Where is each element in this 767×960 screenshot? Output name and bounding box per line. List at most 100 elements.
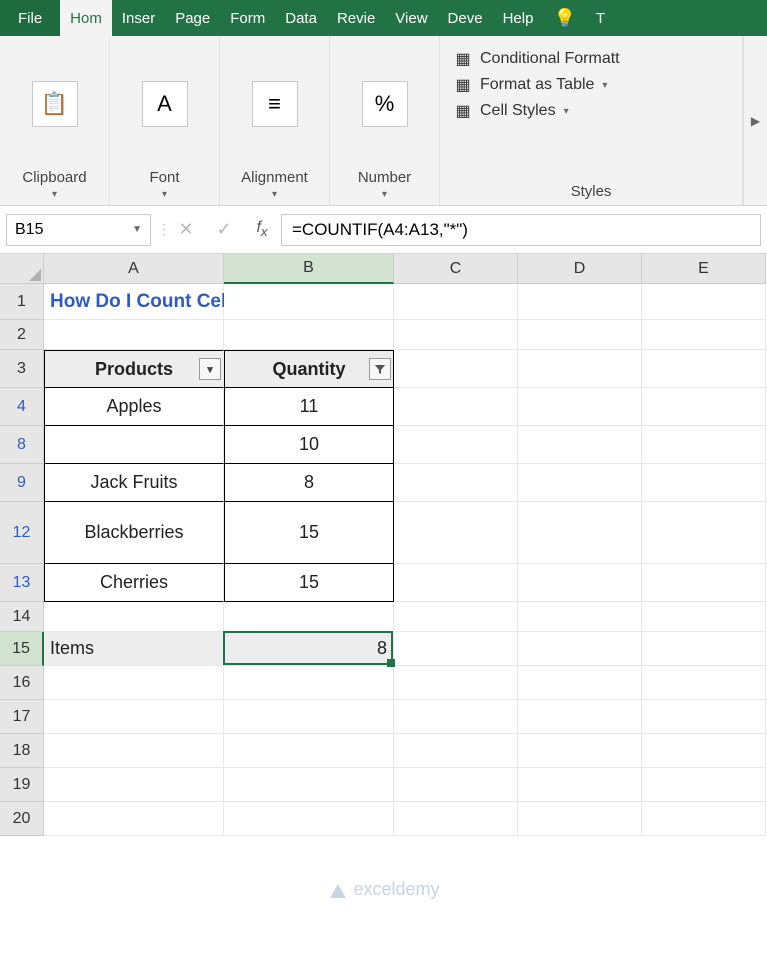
cell-D17[interactable] xyxy=(518,700,642,734)
cell-A17[interactable] xyxy=(44,700,224,734)
row-header-13[interactable]: 13 xyxy=(0,564,44,602)
cell-C15[interactable] xyxy=(394,632,518,666)
row-header-18[interactable]: 18 xyxy=(0,734,44,768)
row-header-17[interactable]: 17 xyxy=(0,700,44,734)
cell-B8[interactable]: 10 xyxy=(224,426,394,464)
cell-B12[interactable]: 15 xyxy=(224,502,394,564)
row-header-19[interactable]: 19 xyxy=(0,768,44,802)
cell-E15[interactable] xyxy=(642,632,766,666)
cell-E8[interactable] xyxy=(642,426,766,464)
cell-C17[interactable] xyxy=(394,700,518,734)
tab-home[interactable]: Hom xyxy=(60,0,112,36)
cell-D13[interactable] xyxy=(518,564,642,602)
cell-C9[interactable] xyxy=(394,464,518,502)
row-header-8[interactable]: 8 xyxy=(0,426,44,464)
cell-A2[interactable] xyxy=(44,320,224,350)
cell-B19[interactable] xyxy=(224,768,394,802)
cell-B15[interactable]: 8 xyxy=(224,632,394,666)
row-header-16[interactable]: 16 xyxy=(0,666,44,700)
cell-styles-button[interactable]: ▦Cell Styles▾ xyxy=(452,98,730,124)
cell-E9[interactable] xyxy=(642,464,766,502)
cell-B3[interactable]: Quantity xyxy=(224,350,394,388)
cell-E3[interactable] xyxy=(642,350,766,388)
cell-B16[interactable] xyxy=(224,666,394,700)
cell-C12[interactable] xyxy=(394,502,518,564)
cell-B2[interactable] xyxy=(224,320,394,350)
tab-data[interactable]: Data xyxy=(275,0,327,36)
cell-B20[interactable] xyxy=(224,802,394,836)
cell-C8[interactable] xyxy=(394,426,518,464)
cell-C20[interactable] xyxy=(394,802,518,836)
cell-A20[interactable] xyxy=(44,802,224,836)
cell-E14[interactable] xyxy=(642,602,766,632)
cell-B18[interactable] xyxy=(224,734,394,768)
cell-A16[interactable] xyxy=(44,666,224,700)
tab-view[interactable]: View xyxy=(385,0,437,36)
cell-C2[interactable] xyxy=(394,320,518,350)
cell-E2[interactable] xyxy=(642,320,766,350)
name-box[interactable]: B15 ▼ xyxy=(6,214,151,246)
cell-A15[interactable]: Items xyxy=(44,632,224,666)
tab-file[interactable]: File xyxy=(0,0,60,36)
format-as-table-button[interactable]: ▦Format as Table▾ xyxy=(452,72,730,98)
conditional-formatt-button[interactable]: ▦Conditional Formatt xyxy=(452,46,730,72)
row-header-20[interactable]: 20 xyxy=(0,802,44,836)
col-header-E[interactable]: E xyxy=(642,254,766,284)
cell-D8[interactable] xyxy=(518,426,642,464)
cell-C1[interactable] xyxy=(394,284,518,320)
cell-C13[interactable] xyxy=(394,564,518,602)
row-header-9[interactable]: 9 xyxy=(0,464,44,502)
tab-help[interactable]: Help xyxy=(493,0,544,36)
cell-E17[interactable] xyxy=(642,700,766,734)
cell-C3[interactable] xyxy=(394,350,518,388)
row-header-1[interactable]: 1 xyxy=(0,284,44,320)
tell-me-bulb-icon[interactable]: 💡 xyxy=(543,0,585,36)
cell-C4[interactable] xyxy=(394,388,518,426)
cell-B17[interactable] xyxy=(224,700,394,734)
tab-review[interactable]: Revie xyxy=(327,0,385,36)
cell-A8[interactable] xyxy=(44,426,224,464)
row-header-14[interactable]: 14 xyxy=(0,602,44,632)
formula-input[interactable]: =COUNTIF(A4:A13,"*") xyxy=(281,214,761,246)
cell-D20[interactable] xyxy=(518,802,642,836)
cell-D4[interactable] xyxy=(518,388,642,426)
cell-A9[interactable]: Jack Fruits xyxy=(44,464,224,502)
filter-funnel-icon[interactable] xyxy=(369,358,391,380)
cell-B1[interactable] xyxy=(224,284,394,320)
cell-A1[interactable]: How Do I Count Cells with Text in Excel xyxy=(44,284,224,320)
cell-C18[interactable] xyxy=(394,734,518,768)
row-header-12[interactable]: 12 xyxy=(0,502,44,564)
cell-A19[interactable] xyxy=(44,768,224,802)
col-header-D[interactable]: D xyxy=(518,254,642,284)
cell-D2[interactable] xyxy=(518,320,642,350)
cell-B14[interactable] xyxy=(224,602,394,632)
row-header-2[interactable]: 2 xyxy=(0,320,44,350)
cell-B13[interactable]: 15 xyxy=(224,564,394,602)
cell-D1[interactable] xyxy=(518,284,642,320)
select-all-corner[interactable] xyxy=(0,254,44,284)
cell-D19[interactable] xyxy=(518,768,642,802)
cell-D18[interactable] xyxy=(518,734,642,768)
col-header-B[interactable]: B xyxy=(224,254,394,284)
cell-D3[interactable] xyxy=(518,350,642,388)
tell-me[interactable]: T xyxy=(586,0,615,36)
fx-icon[interactable]: fx xyxy=(243,219,281,239)
row-header-15[interactable]: 15 xyxy=(0,632,44,666)
cell-A12[interactable]: Blackberries xyxy=(44,502,224,564)
col-header-C[interactable]: C xyxy=(394,254,518,284)
alignment-icon[interactable]: ≡ xyxy=(252,42,298,165)
clipboard-icon[interactable]: 📋 xyxy=(32,42,78,165)
ribbon-collapse-icon[interactable]: ▶ xyxy=(743,36,767,205)
tab-page-layout[interactable]: Page xyxy=(165,0,220,36)
enter-icon[interactable]: ✓ xyxy=(205,219,243,240)
cell-A4[interactable]: Apples xyxy=(44,388,224,426)
cell-E4[interactable] xyxy=(642,388,766,426)
cell-E19[interactable] xyxy=(642,768,766,802)
cell-B4[interactable]: 11 xyxy=(224,388,394,426)
filter-dropdown-icon[interactable]: ▾ xyxy=(199,358,221,380)
cell-A13[interactable]: Cherries xyxy=(44,564,224,602)
cell-A14[interactable] xyxy=(44,602,224,632)
cancel-icon[interactable]: ✕ xyxy=(167,219,205,240)
cell-D9[interactable] xyxy=(518,464,642,502)
font-icon[interactable]: A xyxy=(142,42,188,165)
